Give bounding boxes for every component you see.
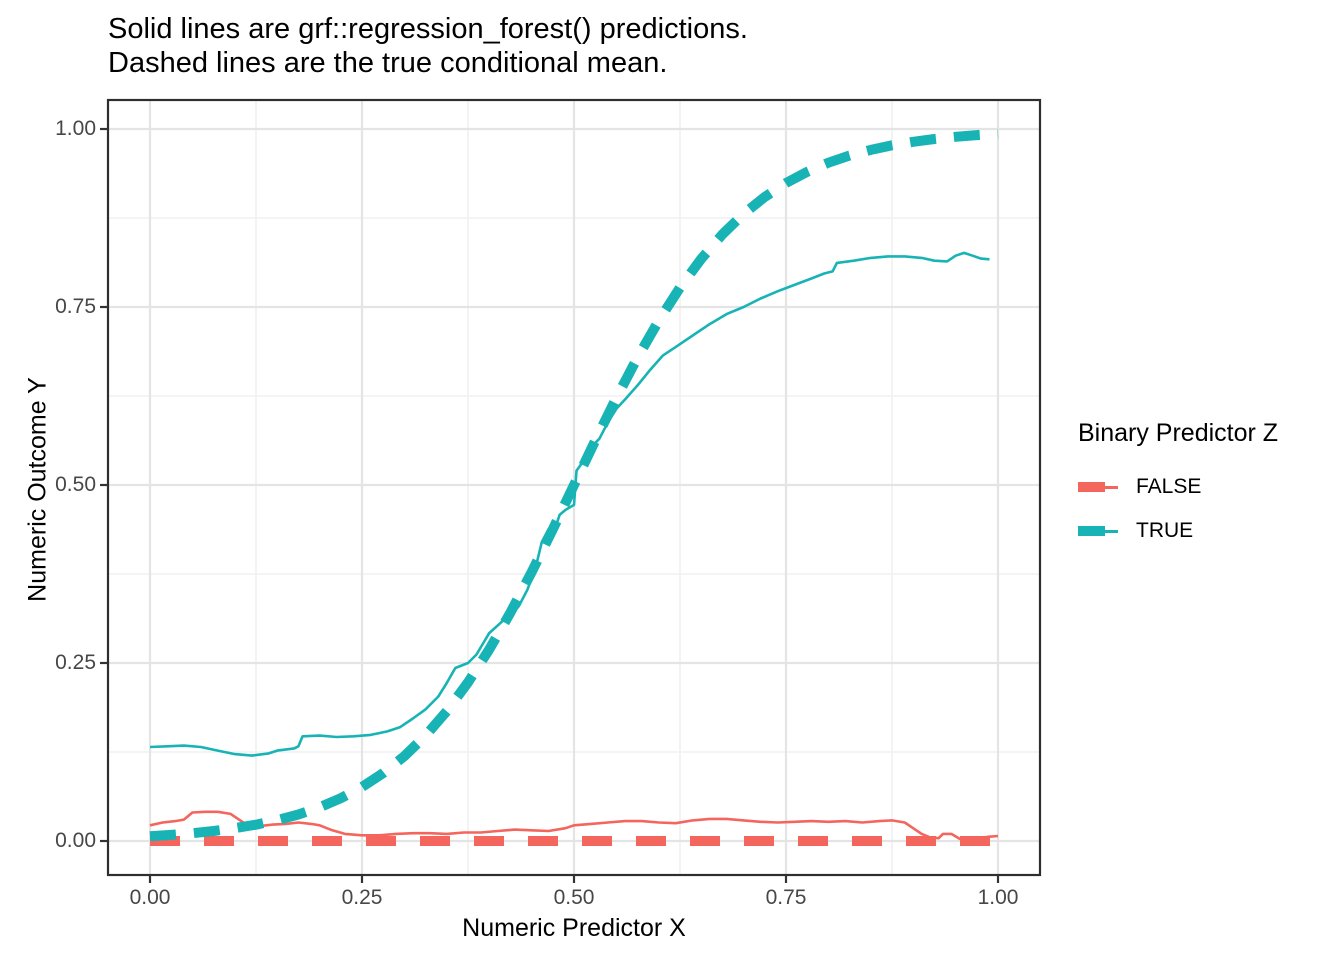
legend-key-false-line-icon xyxy=(1078,474,1118,500)
legend-label-false: FALSE xyxy=(1136,475,1202,498)
y-tick-label: 0.25 xyxy=(55,651,96,674)
x-tick-label: 1.00 xyxy=(977,886,1019,909)
series-line-true-true-mean xyxy=(149,128,999,842)
x-tick-label: 0.50 xyxy=(553,886,595,909)
x-tick-label: 0.25 xyxy=(341,886,383,909)
y-tick-label: 0.75 xyxy=(55,295,96,318)
series-line-true-forest-prediction xyxy=(149,251,990,757)
legend-key-true-line-icon xyxy=(1078,518,1118,544)
y-axis-title: Numeric Outcome Y xyxy=(23,377,52,602)
x-tick-label: 0.75 xyxy=(765,886,807,909)
series-line-false-forest-prediction xyxy=(149,810,999,841)
chart-title: Solid lines are grf::regression_forest()… xyxy=(108,12,748,80)
y-tick-label: 0.00 xyxy=(55,829,96,852)
legend: Binary Predictor Z FALSE TRUE xyxy=(1078,419,1278,562)
legend-label-true: TRUE xyxy=(1136,519,1194,542)
chart-title-line-2: Dashed lines are the true conditional me… xyxy=(108,47,668,79)
x-axis-title: Numeric Predictor X xyxy=(462,914,686,942)
y-tick-label: 0.50 xyxy=(55,473,96,496)
x-tick-label: 0.00 xyxy=(129,886,171,909)
legend-title: Binary Predictor Z xyxy=(1078,419,1279,447)
chart-title-line-1: Solid lines are grf::regression_forest()… xyxy=(108,13,748,45)
legend-item-false: FALSE xyxy=(1078,474,1278,500)
legend-item-true: TRUE xyxy=(1078,518,1278,544)
y-tick-label: 1.00 xyxy=(55,117,96,140)
